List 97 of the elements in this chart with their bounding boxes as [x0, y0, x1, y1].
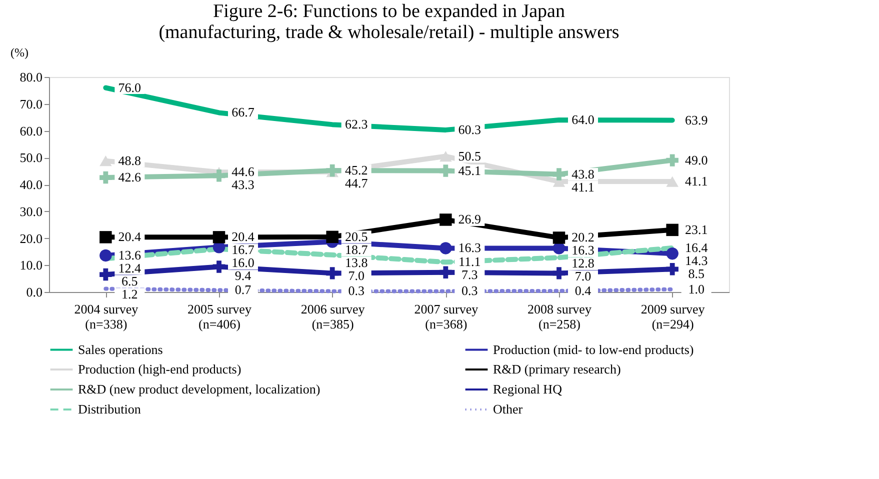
x-tick-label: 2007 survey (n=368)	[414, 302, 479, 332]
point	[666, 176, 678, 187]
data-label: 45.2	[344, 162, 368, 178]
point	[552, 232, 566, 244]
data-label: 0.3	[462, 283, 478, 298]
data-label: 76.0	[118, 80, 142, 95]
data-label: 12.4	[118, 260, 142, 276]
data-label: 1.2	[122, 286, 138, 302]
point	[100, 268, 112, 281]
point	[666, 224, 678, 236]
legend-label: Distribution	[78, 402, 142, 416]
data-label: 42.6	[118, 170, 142, 185]
data-label: 48.8	[118, 152, 142, 168]
text: (manufacturing, trade & wholesale/retail) - multiple answers	[158, 22, 620, 43]
data-label: 8.5	[688, 266, 704, 281]
point	[326, 267, 338, 280]
x-tick-label: 2009 survey (n=294)	[640, 302, 706, 332]
point	[440, 150, 452, 162]
data-label: 23.1	[684, 222, 708, 237]
data-label: 7.3	[462, 267, 478, 282]
point	[100, 231, 112, 244]
point	[666, 263, 678, 276]
data-label: 1.0	[688, 281, 704, 296]
data-label: 0.7	[234, 282, 252, 298]
data-label: 20.2	[572, 230, 594, 245]
data-label: 6.5	[122, 273, 138, 288]
data-label: 50.5	[458, 148, 482, 164]
x-tick-label: 2005 survey (n=406)	[188, 302, 252, 332]
y-axis-title: (%)	[10, 46, 28, 60]
legend-label: Other	[493, 402, 524, 416]
data-label: 62.3	[344, 116, 368, 132]
data-label: 13.6	[118, 247, 142, 262]
data-label: 20.5	[344, 228, 368, 244]
legend-label: Sales operations	[78, 342, 163, 357]
point	[100, 249, 112, 262]
point	[100, 156, 112, 166]
data-label: 60.3	[458, 122, 482, 137]
data-label: 16.0	[232, 255, 254, 270]
point	[212, 170, 226, 182]
point	[440, 242, 452, 254]
point	[440, 214, 452, 226]
y-tick-label: 60.0	[20, 123, 42, 138]
data-label: 20.4	[232, 229, 255, 244]
point	[440, 164, 452, 177]
data-label: 0.3	[348, 283, 364, 298]
legend-label: R&D (new product development, localization)	[78, 382, 320, 396]
data-label: 44.6	[232, 164, 255, 180]
text: Figure 2-6: Functions to be expanded in Japan	[213, 1, 565, 22]
y-tick-label: 0.0	[26, 284, 42, 300]
point	[212, 231, 226, 244]
data-label: 16.3	[572, 242, 594, 258]
data-label: 7.0	[348, 268, 364, 283]
data-label: 16.4	[684, 240, 708, 255]
data-label: 63.9	[684, 112, 708, 128]
point	[326, 230, 338, 244]
legend-label: Regional HQ	[493, 382, 563, 396]
data-label: 13.8	[344, 254, 368, 270]
data-label: 7.0	[574, 268, 592, 284]
data-label: 64.0	[572, 112, 594, 127]
y-tick-label: 80.0	[20, 70, 42, 84]
y-tick-label: 40.0	[20, 177, 42, 192]
point	[666, 154, 678, 166]
point	[440, 266, 452, 279]
data-label: 66.7	[232, 104, 255, 120]
data-label: 14.3	[684, 252, 708, 268]
data-label: 9.4	[234, 268, 252, 284]
data-label: 18.7	[344, 242, 368, 257]
x-tick-label: 2006 survey (n=385)	[300, 302, 366, 332]
data-label: 11.1	[458, 254, 481, 270]
data-label: 49.0	[684, 152, 708, 168]
point	[552, 168, 566, 180]
legend-label: Production (high-end products)	[78, 362, 242, 376]
y-tick-label: 20.0	[20, 230, 42, 246]
data-label: 0.4	[574, 282, 592, 298]
x-tick-label: 2004 survey (n=338)	[74, 302, 139, 332]
data-label: 41.1	[684, 174, 708, 189]
data-label: 44.7	[344, 176, 368, 191]
legend-label: Production (mid- to low-end products)	[493, 342, 694, 357]
data-label: 16.3	[458, 240, 482, 256]
point	[552, 267, 566, 280]
data-label: 12.8	[572, 256, 594, 271]
data-label: 20.4	[118, 229, 142, 244]
data-label: 43.8	[572, 166, 594, 182]
y-tick-label: 10.0	[20, 258, 42, 273]
y-tick-label: 50.0	[20, 150, 42, 166]
data-label: 26.9	[458, 212, 482, 227]
point	[212, 260, 226, 273]
legend-label: R&D (primary research)	[493, 362, 621, 376]
data-label: 43.3	[232, 177, 254, 192]
point	[100, 171, 112, 184]
data-label: 41.1	[572, 179, 594, 194]
point	[666, 247, 678, 260]
data-label: 16.7	[232, 242, 255, 258]
y-tick-label: 30.0	[20, 204, 42, 219]
y-tick-label: 70.0	[20, 96, 42, 112]
x-tick-label: 2008 survey (n=258)	[528, 302, 592, 332]
data-label: 45.1	[458, 162, 482, 178]
